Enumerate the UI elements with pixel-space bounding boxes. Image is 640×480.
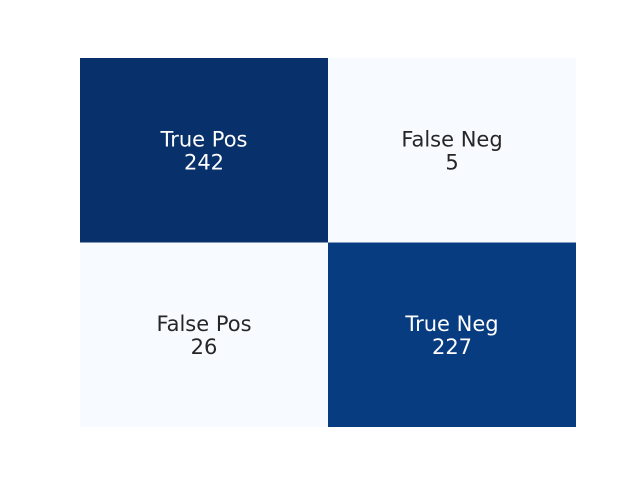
cell-label-false-pos: False Pos [156, 312, 251, 336]
heatmap-cell-true-pos [80, 58, 328, 243]
cell-value-false-pos: 26 [191, 335, 218, 359]
heatmap-cell-false-pos [80, 242, 328, 427]
heatmap-cell-false-neg [328, 58, 576, 243]
cell-value-true-pos: 242 [184, 150, 224, 174]
heatmap-cell-true-neg [328, 242, 576, 427]
cell-value-false-neg: 5 [445, 150, 458, 174]
cell-label-true-pos: True Pos [160, 127, 248, 151]
cell-value-true-neg: 227 [432, 335, 472, 359]
cell-label-false-neg: False Neg [401, 127, 502, 151]
cell-label-true-neg: True Neg [404, 312, 498, 336]
